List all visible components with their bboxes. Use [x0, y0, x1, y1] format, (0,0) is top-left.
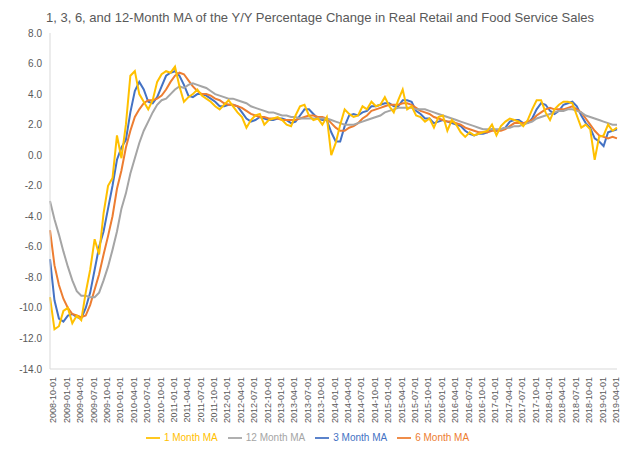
- svg-text:2012-07-01: 2012-07-01: [249, 377, 259, 423]
- svg-text:-8.0: -8.0: [25, 272, 43, 283]
- html-text:3 Month MA: 3 Month MA: [333, 431, 388, 443]
- svg-text:2017-01-01: 2017-01-01: [490, 377, 500, 423]
- html-text:12 Month MA: 12 Month MA: [245, 431, 306, 443]
- svg-text:2018-04-01: 2018-04-01: [557, 377, 567, 423]
- svg-text:2015-01-01: 2015-01-01: [383, 377, 393, 423]
- svg-text:2011-10-01: 2011-10-01: [209, 377, 219, 422]
- svg-text:2014-10-01: 2014-10-01: [370, 377, 380, 423]
- svg-text:2013-04-01: 2013-04-01: [289, 377, 299, 423]
- svg-text:2018-07-01: 2018-07-01: [571, 377, 581, 423]
- html-text:6 Month MA: 6 Month MA: [415, 431, 470, 443]
- svg-text:2015-04-01: 2015-04-01: [397, 377, 407, 423]
- svg-text:2011-04-01: 2011-04-01: [182, 377, 192, 422]
- svg-text:0.0: 0.0: [28, 150, 42, 161]
- svg-text:2010-07-01: 2010-07-01: [142, 377, 152, 423]
- svg-text:2013-07-01: 2013-07-01: [303, 377, 313, 423]
- svg-text:2016-07-01: 2016-07-01: [464, 377, 474, 423]
- svg-text:2016-04-01: 2016-04-01: [450, 377, 460, 423]
- svg-text:2009-04-01: 2009-04-01: [75, 377, 85, 423]
- svg-text:2015-10-01: 2015-10-01: [423, 377, 433, 423]
- svg-text:-14.0: -14.0: [19, 364, 42, 375]
- svg-text:2017-07-01: 2017-07-01: [517, 377, 527, 423]
- html-text:1 Month MA: 1 Month MA: [163, 431, 218, 443]
- svg-text:4.0: 4.0: [28, 89, 42, 100]
- svg-text:2012-01-01: 2012-01-01: [223, 377, 233, 423]
- svg-text:2017-10-01: 2017-10-01: [531, 377, 541, 423]
- svg-text:2014-01-01: 2014-01-01: [330, 377, 340, 423]
- svg-text:2011-07-01: 2011-07-01: [196, 377, 206, 422]
- svg-text:2011-01-01: 2011-01-01: [169, 377, 179, 422]
- html-text:1, 3, 6, and 12-Month MA of th: 1, 3, 6, and 12-Month MA of the Y/Y Perc…: [46, 10, 594, 25]
- svg-text:2012-10-01: 2012-10-01: [263, 377, 273, 423]
- svg-text:-12.0: -12.0: [19, 333, 42, 344]
- svg-text:2008-10-01: 2008-10-01: [48, 377, 58, 423]
- svg-text:-10.0: -10.0: [19, 302, 42, 313]
- svg-text:2018-10-01: 2018-10-01: [584, 377, 594, 423]
- svg-text:2013-10-01: 2013-10-01: [316, 377, 326, 423]
- svg-text:2014-04-01: 2014-04-01: [343, 377, 353, 423]
- svg-text:2015-07-01: 2015-07-01: [410, 377, 420, 423]
- svg-text:2013-01-01: 2013-01-01: [276, 377, 286, 423]
- svg-text:6.0: 6.0: [28, 58, 42, 69]
- svg-text:2019-01-01: 2019-01-01: [598, 377, 608, 423]
- svg-text:2016-01-01: 2016-01-01: [437, 377, 447, 423]
- svg-text:2009-01-01: 2009-01-01: [62, 377, 72, 423]
- svg-text:2010-01-01: 2010-01-01: [115, 377, 125, 423]
- svg-text:2009-07-01: 2009-07-01: [89, 377, 99, 423]
- svg-text:2012-04-01: 2012-04-01: [236, 377, 246, 423]
- svg-text:-2.0: -2.0: [25, 180, 43, 191]
- svg-text:2019-04-01: 2019-04-01: [611, 377, 621, 423]
- svg-text:2014-07-01: 2014-07-01: [356, 377, 366, 423]
- svg-text:2.0: 2.0: [28, 119, 42, 130]
- svg-text:-4.0: -4.0: [25, 211, 43, 222]
- svg-text:2009-10-01: 2009-10-01: [102, 377, 112, 423]
- svg-text:2018-01-01: 2018-01-01: [544, 377, 554, 423]
- svg-text:-6.0: -6.0: [25, 241, 43, 252]
- svg-text:2016-10-01: 2016-10-01: [477, 377, 487, 423]
- svg-text:2010-04-01: 2010-04-01: [129, 377, 139, 423]
- svg-text:2017-04-01: 2017-04-01: [504, 377, 514, 423]
- svg-text:8.0: 8.0: [28, 28, 42, 39]
- svg-text:2010-10-01: 2010-10-01: [156, 377, 166, 423]
